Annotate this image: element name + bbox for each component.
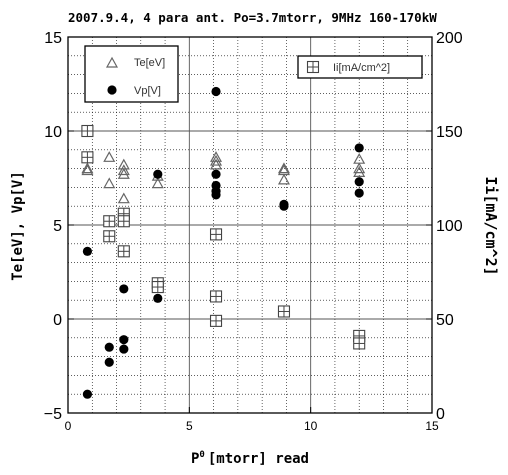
ii-point [151,280,164,294]
vp-point [104,342,114,352]
vp-point [153,169,163,179]
y-left-tick-label: 10 [44,124,62,141]
vp-point [82,389,93,399]
te-point [151,177,164,189]
te-point [353,166,366,177]
x-tick-label: 10 [304,419,318,433]
ii-point [117,215,130,228]
ii-point [103,215,116,228]
te-point [210,154,223,166]
chart-title: 2007.9.4, 4 para ant. Po=3.7mtorr, 9MHz … [68,10,437,25]
te-point [353,162,366,174]
ii-point [209,290,223,303]
axes [67,36,433,414]
legend-square-plus-marker [306,60,320,74]
legend-left: Te[eV] Vp[V] [84,45,179,103]
te-point [210,158,223,170]
legend-label-vp: Vp[V] [134,85,161,97]
ii-point [81,151,94,164]
ii-point [277,305,291,318]
legend-circle-marker [107,85,117,95]
te-point [81,162,94,174]
legend-right-box [297,55,423,79]
te-point [103,151,116,162]
vp-point [354,143,364,153]
vp-point [354,188,364,198]
ii-point [209,314,223,327]
y-left-tick-label: 0 [53,312,62,329]
te-point [117,192,130,204]
legend-triangle [105,56,119,68]
legend-triangle-marker [105,56,119,68]
y-axis-left-label: Te[eV], Vp[V] [10,171,26,281]
x-tick-label: 0 [65,419,72,433]
te-point [210,151,223,162]
y-right-tick-label: 0 [436,406,445,423]
x-axis-label-subscript: 0 [199,450,204,460]
te-point [117,168,130,179]
te-point [117,164,130,176]
vp-point [354,177,364,187]
y-left-tick-label: −5 [44,406,62,423]
y-right-tick-label: 150 [436,124,463,141]
ii-point [81,124,94,138]
vp-point [119,335,129,345]
x-tick-label: 15 [425,419,439,433]
y-right-tick-label: 100 [436,218,463,235]
vp-point [211,169,221,179]
y-axis-right-label: Ii[mA/cm^2] [482,176,500,275]
vp-point [82,246,93,256]
te-point [103,177,116,189]
ii-point [353,337,366,350]
x-axis-label: P0 [mtorr] read [191,450,309,467]
x-tick-label: 5 [186,419,193,433]
legend-left-box [84,45,179,103]
vp-point [104,357,114,367]
ii-point [103,230,116,243]
vp-point [211,190,221,200]
data-marks [81,86,366,399]
x-axis-label-main: P [191,451,199,467]
y-right-tick-label: 200 [436,30,463,47]
vp-point [279,201,289,211]
te-point [277,162,290,174]
legend-circle [107,85,117,95]
legend-label-te: Te[eV] [134,57,165,69]
legend-square-plus [306,60,320,74]
x-axis-label-unit: [mtorr] read [208,451,309,467]
te-point [277,173,290,185]
te-point [353,152,366,164]
y-left-tick-label: 15 [44,30,62,47]
y-right-tick-label: 50 [436,312,454,329]
vp-point [211,86,221,97]
te-point [81,164,94,176]
ii-point [209,228,223,241]
vp-point [119,344,129,354]
ii-point [117,245,130,258]
legend-label-ii: Ii[mA/cm^2] [333,62,390,74]
y-left-tick-label: 5 [53,218,62,235]
vp-point [153,293,163,303]
legend-right: Ii[mA/cm^2] [297,55,423,79]
vp-point [119,284,129,294]
